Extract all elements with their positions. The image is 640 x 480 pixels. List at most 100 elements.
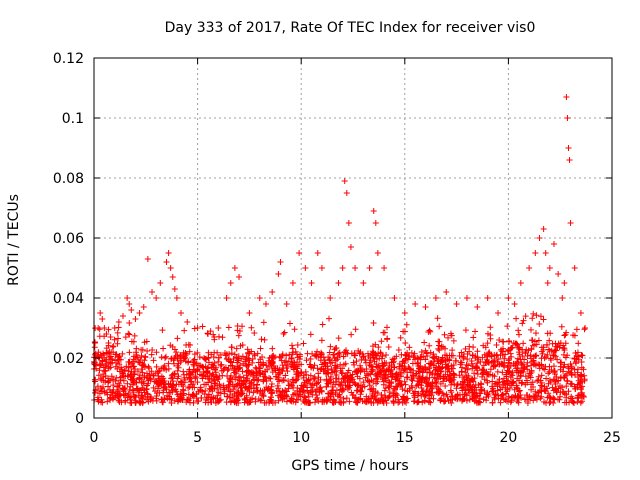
data-point (488, 388, 495, 395)
data-point (261, 399, 268, 406)
data-point (248, 379, 255, 386)
data-point (418, 349, 425, 356)
data-point (265, 385, 272, 392)
data-point (326, 349, 333, 356)
data-point (262, 301, 269, 307)
data-point (417, 354, 424, 361)
data-point (171, 346, 178, 353)
data-point (421, 339, 428, 346)
data-point (195, 388, 202, 395)
data-point (283, 388, 290, 395)
data-point (107, 334, 114, 340)
data-point (136, 310, 143, 316)
data-point (153, 295, 160, 301)
data-point (546, 337, 553, 344)
data-point (374, 399, 381, 406)
data-point (148, 351, 155, 358)
data-point (331, 355, 338, 362)
data-point (378, 367, 385, 374)
data-point (475, 356, 482, 363)
data-point (166, 393, 173, 400)
data-point (204, 369, 211, 376)
data-point (509, 378, 516, 385)
data-point (212, 369, 219, 376)
data-point (333, 371, 340, 378)
data-point (132, 366, 139, 373)
data-point (115, 357, 122, 364)
data-point (340, 398, 347, 405)
data-point (394, 377, 401, 384)
data-point (190, 361, 197, 368)
data-point (381, 372, 388, 379)
data-point (426, 395, 433, 402)
data-point (258, 397, 265, 404)
data-point (120, 377, 127, 384)
data-point (153, 392, 160, 399)
data-point (312, 399, 319, 406)
data-point (468, 358, 475, 365)
data-point (227, 358, 234, 365)
data-point (401, 366, 408, 373)
data-point (154, 370, 161, 377)
data-point (236, 364, 243, 371)
data-point (234, 396, 241, 403)
data-point (554, 356, 561, 363)
data-point (384, 336, 391, 343)
data-point (327, 376, 334, 383)
data-point (509, 394, 516, 401)
data-point (553, 343, 560, 350)
data-point (536, 235, 543, 241)
data-point (432, 368, 439, 375)
data-point (196, 353, 203, 360)
data-point (223, 351, 230, 358)
data-point (501, 355, 508, 362)
data-point (91, 376, 98, 383)
data-point (419, 368, 426, 375)
data-point (269, 369, 276, 376)
data-point (524, 392, 531, 399)
data-point (101, 325, 108, 331)
data-point (98, 396, 105, 403)
data-point (504, 323, 511, 330)
data-point (131, 379, 138, 386)
data-point (131, 393, 138, 400)
data-point (180, 368, 187, 375)
data-point (127, 399, 134, 406)
data-point (366, 265, 373, 271)
data-point (192, 374, 199, 381)
data-point (328, 365, 335, 372)
data-point (517, 373, 524, 380)
data-point (279, 352, 286, 359)
data-point (199, 323, 206, 330)
data-point (319, 321, 326, 328)
data-point (173, 295, 180, 301)
data-point (507, 399, 514, 406)
data-point (432, 295, 439, 301)
data-point (482, 344, 489, 351)
data-point (114, 388, 121, 395)
chart-title: Day 333 of 2017, Rate Of TEC Index for r… (165, 20, 536, 36)
data-point (339, 265, 346, 271)
data-point (233, 395, 240, 402)
data-point (128, 338, 135, 345)
data-point (555, 271, 562, 277)
data-point (211, 376, 218, 383)
data-point (375, 344, 382, 351)
data-point (113, 351, 120, 358)
data-point (335, 280, 342, 286)
data-point (386, 379, 393, 386)
data-point (403, 395, 410, 402)
data-point (348, 331, 355, 338)
data-point (391, 295, 398, 301)
data-point (239, 368, 246, 375)
data-point (468, 386, 475, 393)
data-point (514, 385, 521, 392)
data-point (512, 340, 519, 347)
data-point (538, 372, 545, 379)
data-point (222, 352, 229, 359)
data-point (178, 353, 185, 360)
y-tick-label: 0.12 (53, 51, 84, 67)
data-point (190, 392, 197, 399)
data-point (318, 366, 325, 373)
data-point (576, 380, 583, 387)
